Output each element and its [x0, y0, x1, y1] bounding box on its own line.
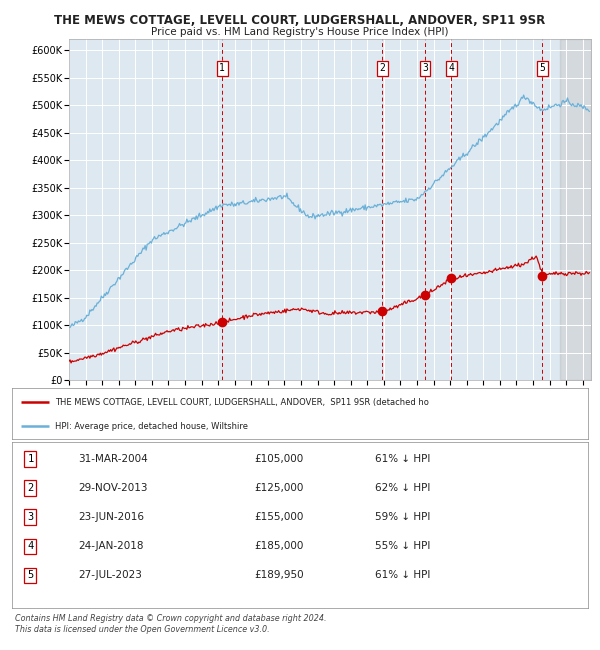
Text: 5: 5	[539, 63, 545, 73]
Text: THE MEWS COTTAGE, LEVELL COURT, LUDGERSHALL, ANDOVER, SP11 9SR: THE MEWS COTTAGE, LEVELL COURT, LUDGERSH…	[55, 14, 545, 27]
Text: Contains HM Land Registry data © Crown copyright and database right 2024.: Contains HM Land Registry data © Crown c…	[15, 614, 326, 623]
Text: Price paid vs. HM Land Registry's House Price Index (HPI): Price paid vs. HM Land Registry's House …	[151, 27, 449, 37]
Text: 1: 1	[28, 454, 34, 464]
Text: 29-NOV-2013: 29-NOV-2013	[78, 484, 148, 493]
Text: £185,000: £185,000	[254, 541, 303, 551]
Text: 55% ↓ HPI: 55% ↓ HPI	[375, 541, 430, 551]
Text: £125,000: £125,000	[254, 484, 303, 493]
Text: £189,950: £189,950	[254, 571, 304, 580]
Text: 5: 5	[28, 571, 34, 580]
Text: 2: 2	[379, 63, 385, 73]
Text: 27-JUL-2023: 27-JUL-2023	[78, 571, 142, 580]
Text: £105,000: £105,000	[254, 454, 303, 464]
Text: £155,000: £155,000	[254, 512, 303, 523]
Text: 62% ↓ HPI: 62% ↓ HPI	[375, 484, 430, 493]
Text: 3: 3	[422, 63, 428, 73]
Text: 23-JUN-2016: 23-JUN-2016	[78, 512, 144, 523]
Text: 4: 4	[28, 541, 34, 551]
Text: 31-MAR-2004: 31-MAR-2004	[78, 454, 148, 464]
Text: THE MEWS COTTAGE, LEVELL COURT, LUDGERSHALL, ANDOVER,  SP11 9SR (detached ho: THE MEWS COTTAGE, LEVELL COURT, LUDGERSH…	[55, 398, 429, 407]
Text: 1: 1	[220, 63, 225, 73]
Text: 24-JAN-2018: 24-JAN-2018	[78, 541, 144, 551]
Text: 61% ↓ HPI: 61% ↓ HPI	[375, 454, 430, 464]
Text: 4: 4	[448, 63, 454, 73]
Text: 3: 3	[28, 512, 34, 523]
Text: HPI: Average price, detached house, Wiltshire: HPI: Average price, detached house, Wilt…	[55, 422, 248, 430]
Text: This data is licensed under the Open Government Licence v3.0.: This data is licensed under the Open Gov…	[15, 625, 269, 634]
Text: 59% ↓ HPI: 59% ↓ HPI	[375, 512, 430, 523]
Text: 2: 2	[28, 484, 34, 493]
Text: 61% ↓ HPI: 61% ↓ HPI	[375, 571, 430, 580]
Bar	[560, 39, 591, 380]
